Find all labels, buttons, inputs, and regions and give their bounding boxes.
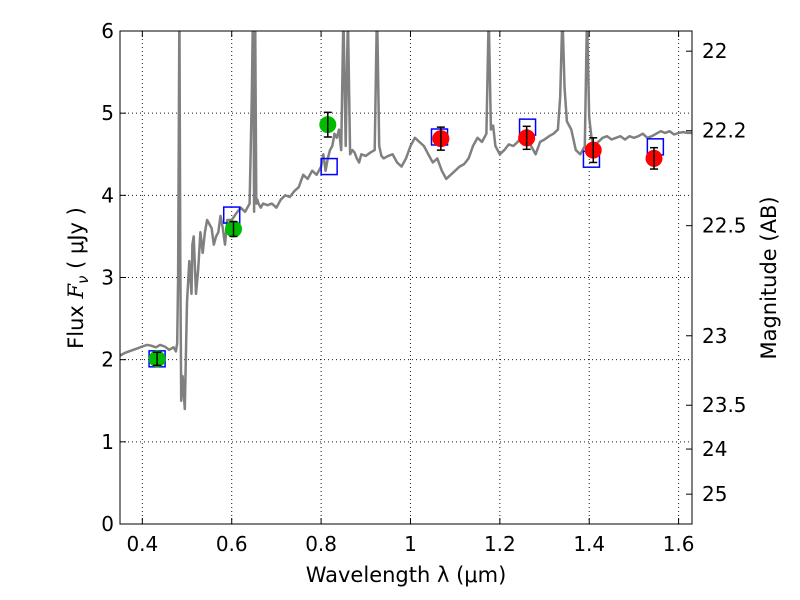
y-tick-label: 3 (101, 266, 114, 290)
y2-tick-label: 22 (702, 39, 727, 63)
y-tick-label: 1 (101, 430, 114, 454)
x-axis-label: Wavelength λ (μm) (306, 563, 507, 587)
axes-frame (119, 30, 693, 525)
y-axis-label-unit: ( μJy ) (64, 207, 88, 275)
y2-tick-label: 23.5 (702, 393, 747, 417)
x-tick-label: 1 (404, 532, 417, 556)
y-tick-label: 0 (101, 512, 114, 536)
y-axis-label-subscript: ν (74, 276, 92, 284)
y-tick-label: 6 (101, 19, 114, 43)
x-tick-label: 1.2 (484, 532, 516, 556)
x-tick-label: 1.4 (573, 532, 605, 556)
y2-tick-label: 25 (702, 482, 727, 506)
y2-axis-label: Magnitude (AB) (757, 196, 781, 359)
y2-tick-label: 24 (702, 437, 727, 461)
spectrum-line (120, 31, 692, 411)
y-tick-label: 2 (101, 348, 114, 372)
x-tick-label: 0.4 (126, 532, 158, 556)
x-tick-label: 0.6 (216, 532, 248, 556)
y2-tick-label: 22.2 (702, 119, 747, 143)
y-axis-label: Flux Fν ( μJy ) (64, 207, 92, 349)
grid (120, 31, 692, 524)
y-tick-label: 5 (101, 101, 114, 125)
y-tick-label: 4 (101, 183, 114, 207)
y2-tick-label: 23 (702, 324, 727, 348)
plot-area (120, 31, 692, 411)
y-axis-label-symbol: F (64, 283, 88, 300)
x-tick-label: 1.6 (663, 532, 695, 556)
y2-tick-label: 22.5 (702, 214, 747, 238)
model-photometry-square (320, 157, 338, 176)
x-tick-label: 0.8 (305, 532, 337, 556)
ticks: 0.4 0.6 0.8 1 1.2 1.4 1.601234562222.222.52323… (101, 19, 746, 556)
y-axis-label-prefix: Flux (64, 299, 88, 349)
